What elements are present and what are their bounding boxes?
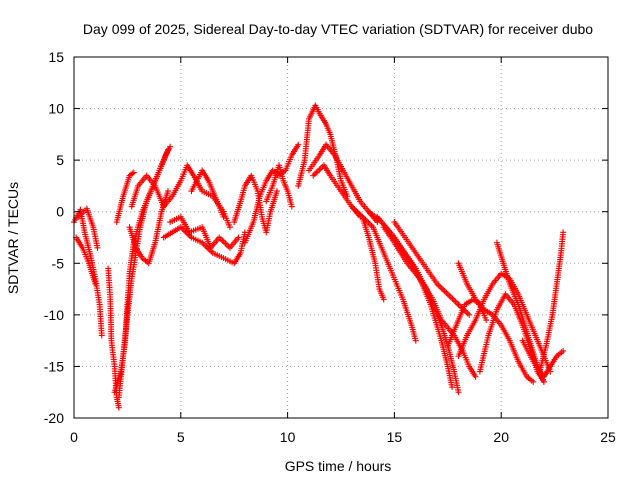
y-tick-label: -15 — [44, 358, 64, 374]
data-point — [310, 173, 316, 179]
sdtvar-chart: Day 099 of 2025, Sidereal Day-to-day VTE… — [0, 0, 640, 480]
x-tick-label: 15 — [387, 429, 403, 445]
data-point — [315, 168, 321, 174]
x-axis-label: GPS time / hours — [285, 458, 392, 474]
data-point — [222, 240, 228, 246]
x-tick-label: 20 — [493, 429, 509, 445]
y-tick-label: 5 — [56, 152, 64, 168]
x-tick-label: 5 — [177, 429, 185, 445]
chart-title: Day 099 of 2025, Sidereal Day-to-day VTE… — [83, 21, 593, 37]
data-point — [313, 170, 319, 176]
x-tick-label: 25 — [600, 429, 616, 445]
data-point — [439, 285, 445, 291]
data-point — [318, 165, 324, 171]
data-point — [221, 239, 227, 245]
data-point — [361, 215, 367, 221]
data-point — [436, 282, 442, 288]
data-point — [466, 312, 472, 318]
data-point — [465, 310, 471, 316]
grid-lines — [74, 57, 608, 418]
data-points — [71, 102, 566, 410]
y-axis-label: SDTVAR / TECUs — [5, 182, 21, 294]
data-point — [367, 221, 373, 227]
data-point — [449, 296, 455, 302]
data-point — [454, 300, 460, 306]
data-point — [455, 302, 461, 308]
y-tick-label: 10 — [48, 101, 64, 117]
y-tick-label: 0 — [56, 204, 64, 220]
y-tick-label: -5 — [52, 255, 65, 271]
data-point — [448, 294, 454, 300]
y-tick-label: -10 — [44, 307, 64, 323]
data-point — [312, 171, 318, 177]
data-point — [463, 309, 469, 315]
data-point — [440, 287, 446, 293]
data-point — [451, 297, 457, 303]
data-point — [224, 242, 230, 248]
data-point — [442, 288, 448, 294]
data-point — [443, 290, 449, 296]
data-point — [452, 299, 458, 305]
y-tick-label: -20 — [44, 410, 64, 426]
data-point — [445, 291, 451, 297]
plot-frame — [74, 57, 608, 418]
data-point — [316, 167, 322, 173]
y-tick-label: 15 — [48, 49, 64, 65]
data-point — [446, 293, 452, 299]
data-point — [437, 284, 443, 290]
x-tick-label: 0 — [70, 429, 78, 445]
data-point — [219, 237, 225, 243]
x-tick-label: 10 — [280, 429, 296, 445]
